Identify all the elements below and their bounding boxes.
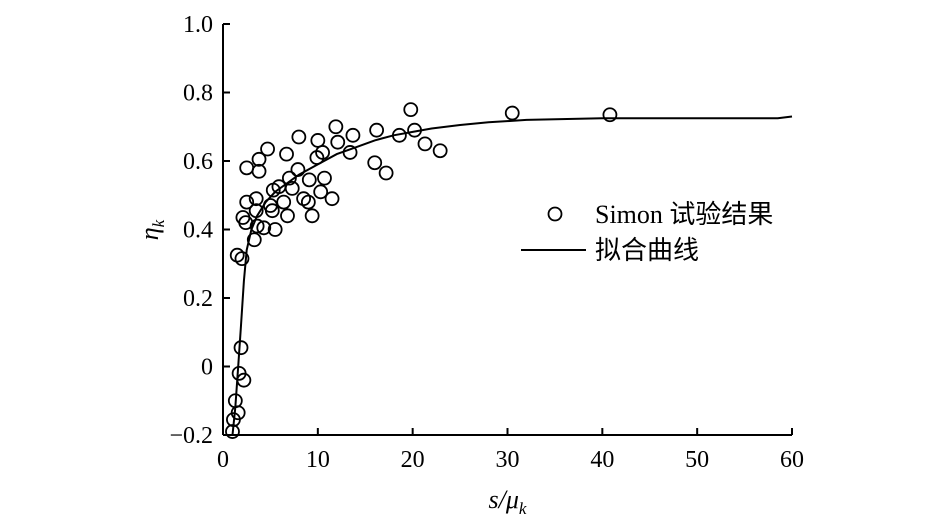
y-axis-label: ηk (135, 219, 168, 240)
data-point (248, 191, 264, 207)
data-point (324, 191, 340, 207)
data-point (315, 145, 330, 160)
legend-label-simon: Simon 试验结果 (595, 200, 773, 229)
data-point (264, 203, 280, 219)
axes: 0 10 20 30 40 50 60−0.200.20.40.60.81.0 (169, 12, 804, 473)
data-point (249, 218, 265, 234)
scatter-points-layer (225, 102, 618, 439)
data-point (246, 232, 262, 248)
data-point (317, 170, 332, 186)
data-point (407, 122, 422, 138)
data-point (281, 170, 297, 186)
x-tick-label: 50 (685, 447, 709, 473)
y-axis-label-subscript: k (149, 219, 168, 227)
y-tick-label: 0.2 (183, 286, 213, 312)
data-point (313, 184, 329, 200)
data-point (342, 145, 358, 160)
legend-label-fit: 拟合曲线 (595, 236, 699, 265)
data-point (256, 220, 272, 236)
data-point (391, 127, 407, 143)
y-tick-label: 0 (201, 355, 213, 381)
data-point (248, 203, 264, 219)
data-point (432, 143, 448, 159)
data-point (304, 208, 320, 224)
data-point (239, 194, 255, 210)
data-point (602, 107, 618, 123)
data-point (330, 134, 346, 150)
x-tick-label: 10 (306, 447, 330, 473)
x-axis-label: s/μk (489, 485, 527, 518)
data-point (276, 194, 292, 210)
data-point (236, 372, 252, 388)
data-point (290, 162, 306, 177)
y-tick-label: 0.8 (183, 81, 213, 107)
data-point (504, 105, 520, 121)
y-tick-label: 0.4 (183, 218, 213, 244)
data-point (279, 146, 294, 162)
x-tick-label: 20 (401, 447, 425, 473)
data-point (251, 151, 267, 167)
data-point (225, 424, 240, 439)
y-tick-label: 0.6 (183, 149, 213, 175)
y-tick-label: 1.0 (183, 12, 213, 38)
x-tick-label: 60 (780, 447, 804, 473)
data-point (284, 180, 300, 196)
data-point (345, 127, 361, 143)
data-point (234, 251, 250, 267)
data-point (310, 133, 326, 148)
axis-labels: s/μk ηk (135, 219, 527, 518)
data-point (417, 136, 433, 152)
y-tick-label: −0.2 (169, 423, 213, 449)
data-point (378, 165, 394, 181)
legend-marker-circle (547, 206, 563, 222)
data-point (239, 160, 255, 176)
data-point (369, 122, 385, 138)
data-point (267, 222, 283, 237)
data-point (291, 129, 307, 145)
fit-curve-line (231, 115, 793, 436)
data-point (251, 163, 267, 179)
data-point (230, 405, 246, 421)
data-point (301, 172, 317, 188)
x-tick-label: 30 (496, 447, 520, 473)
fit-curve-layer (231, 115, 793, 436)
data-point (233, 340, 249, 356)
data-point (280, 208, 295, 224)
x-tick-label: 0 (217, 447, 229, 473)
data-point (403, 102, 419, 118)
data-point (260, 141, 275, 157)
data-point (328, 119, 344, 135)
x-tick-label: 40 (590, 447, 614, 473)
x-axis-label-subscript: k (519, 499, 527, 518)
data-point (367, 155, 383, 171)
data-point (300, 194, 316, 210)
